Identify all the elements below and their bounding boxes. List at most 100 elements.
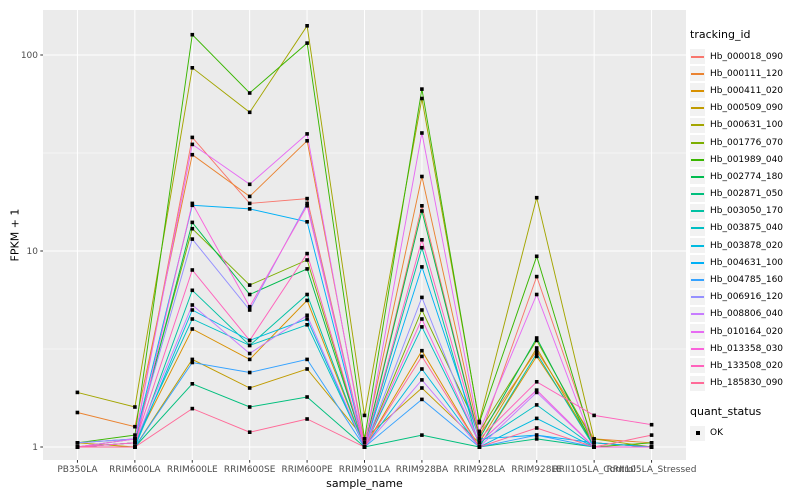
legend-key-line-icon: [690, 152, 705, 168]
data-point: [534, 348, 539, 353]
data-point: [534, 292, 539, 297]
x-tick-label: RRIM600LA: [109, 465, 161, 475]
data-point: [305, 251, 309, 256]
data-point: [190, 288, 195, 293]
data-point: [420, 238, 424, 242]
legend-label: Hb_001989_040: [710, 154, 784, 165]
data-point: [190, 327, 195, 331]
legend-label: Hb_000509_090: [710, 103, 784, 114]
y-tick-label: 10: [27, 247, 39, 257]
quant-ok-square-marker-icon: [690, 425, 705, 441]
data-point: [190, 303, 195, 307]
series-color-swatch: [691, 244, 704, 247]
legend-item: Hb_003878_020: [690, 237, 800, 254]
data-point: [534, 388, 539, 392]
legend-item: Hb_000411_020: [690, 82, 800, 99]
data-point: [190, 308, 195, 312]
data-point: [534, 351, 539, 356]
data-point: [305, 417, 309, 421]
legend-key-line-icon: [690, 238, 705, 254]
data-point: [247, 110, 252, 115]
data-point: [420, 209, 424, 213]
legend-label: Hb_004631_100: [710, 257, 784, 268]
y-tick-label: 100: [21, 51, 38, 61]
data-point: [477, 420, 482, 425]
data-point: [305, 132, 309, 136]
series-color-swatch: [691, 382, 704, 385]
series-color-swatch: [691, 296, 704, 299]
legend-item: Hb_185830_090: [690, 375, 800, 392]
legend-item: Hb_002871_050: [690, 186, 800, 203]
data-point: [420, 295, 424, 300]
data-point: [420, 386, 424, 390]
data-point: [305, 317, 309, 321]
legend-item: Hb_001776_070: [690, 134, 800, 151]
data-point: [305, 258, 309, 262]
series-color-swatch: [691, 330, 704, 333]
data-point: [305, 357, 309, 362]
legend-key-line-icon: [690, 272, 705, 288]
data-point: [190, 142, 195, 147]
data-point: [247, 430, 252, 434]
data-point: [305, 313, 309, 318]
data-point: [420, 174, 424, 179]
legend-label: Hb_133508_020: [710, 360, 784, 371]
data-point: [534, 346, 539, 350]
x-tick-label: PB350LA: [57, 465, 98, 475]
y-tick-label: 1: [32, 443, 38, 453]
data-point: [247, 91, 252, 95]
data-point: [247, 308, 252, 312]
series-color-swatch: [691, 261, 704, 264]
data-point: [649, 422, 654, 427]
legend-item: Hb_004785_160: [690, 271, 800, 288]
legend-item: Hb_010164_020: [690, 323, 800, 340]
data-point: [247, 283, 252, 287]
data-point: [534, 433, 539, 437]
legend-item: Hb_008806_040: [690, 306, 800, 323]
series-color-swatch: [691, 107, 704, 110]
data-point: [190, 226, 195, 231]
data-point: [133, 424, 137, 429]
legend-item: Hb_004631_100: [690, 254, 800, 271]
data-point: [247, 386, 252, 390]
legend-label: Hb_002774_180: [710, 171, 784, 182]
data-point: [420, 96, 424, 101]
data-point: [420, 397, 424, 402]
legend-item-list: Hb_000018_090 Hb_000111_120 Hb_000411_020 H…: [690, 48, 800, 392]
data-point: [190, 360, 195, 365]
series-color-swatch: [691, 55, 704, 58]
legend-key-line-icon: [690, 169, 705, 185]
legend-key-line-icon: [690, 117, 705, 133]
data-point: [534, 336, 539, 340]
data-point: [247, 201, 252, 206]
data-point: [477, 437, 482, 441]
data-point: [362, 413, 367, 418]
series-color-swatch: [691, 193, 704, 196]
data-point: [247, 207, 252, 211]
legend-key-line-icon: [690, 220, 705, 236]
data-point: [420, 317, 424, 321]
data-point: [362, 445, 367, 449]
x-tick-label: RRIM901LA: [339, 465, 391, 475]
data-point: [420, 131, 424, 135]
data-point: [420, 265, 424, 269]
legend-label: Hb_000018_090: [710, 51, 784, 62]
data-point: [534, 403, 539, 407]
legend-key-line-icon: [690, 100, 705, 116]
series-color-swatch: [691, 72, 704, 75]
legend-label: Hb_006916_120: [710, 292, 784, 303]
legend-item: Hb_000018_090: [690, 48, 800, 65]
series-color-swatch: [691, 175, 704, 178]
data-point: [75, 410, 80, 415]
legend-item: Hb_006916_120: [690, 289, 800, 306]
data-point: [477, 441, 482, 445]
series-color-swatch: [691, 141, 704, 144]
x-tick-label: RRII105LA_Stressed: [607, 465, 697, 475]
data-point: [133, 441, 137, 445]
data-point: [477, 445, 482, 449]
series-color-swatch: [691, 124, 704, 127]
data-point: [420, 245, 424, 250]
x-tick-label: RRII105LA_Control: [552, 465, 635, 475]
data-point: [247, 370, 252, 375]
